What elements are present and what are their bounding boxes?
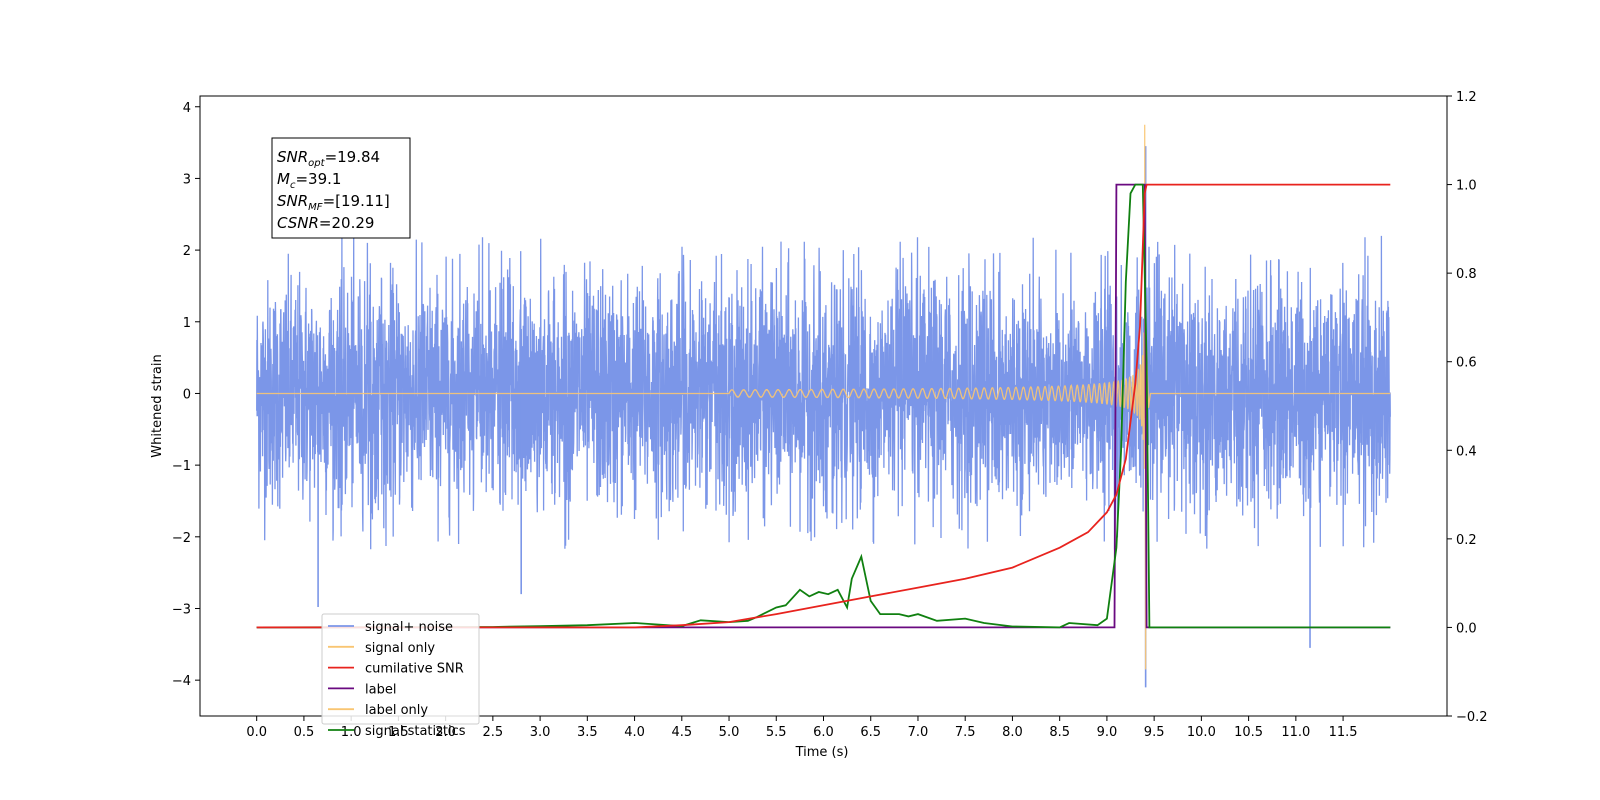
y-tick-label: −1 — [172, 459, 191, 474]
y-axis-left: 4 3 2 1 0 −1 −2 −3 −4 — [172, 101, 200, 689]
annotation-mc: =39.1 — [295, 170, 341, 188]
series-signal-only — [256, 124, 1391, 670]
y-tick-label: −2 — [172, 531, 191, 546]
x-tick-label: 11.0 — [1281, 725, 1310, 740]
y2-tick-label: 0.8 — [1456, 267, 1477, 282]
annotation-csnr: =20.29 — [319, 214, 375, 232]
legend-label: signal only — [365, 641, 435, 656]
svg-text:SNRMF=[19.11]: SNRMF=[19.11] — [277, 192, 390, 213]
x-tick-label: 11.5 — [1329, 725, 1358, 740]
x-tick-label: 10.5 — [1234, 725, 1263, 740]
x-tick-label: 6.0 — [813, 725, 834, 740]
y2-tick-label: 0.0 — [1456, 621, 1477, 636]
x-tick-label: 0.5 — [294, 725, 315, 740]
x-tick-label: 6.5 — [860, 725, 881, 740]
y-axis-right: 1.2 1.0 0.8 0.6 0.4 0.2 0.0 −0.2 — [1447, 90, 1488, 725]
x-tick-label: 1.5 — [388, 725, 409, 740]
x-tick-label: 2.0 — [435, 725, 456, 740]
y-tick-label: −3 — [172, 602, 191, 617]
y2-tick-label: 1.0 — [1456, 179, 1477, 194]
x-tick-label: 5.5 — [766, 725, 787, 740]
x-tick-label: 2.5 — [483, 725, 504, 740]
legend-label: cumilative SNR — [365, 662, 464, 677]
x-tick-label: 4.0 — [624, 725, 645, 740]
x-tick-label: 9.0 — [1097, 725, 1118, 740]
y-tick-label: 1 — [183, 316, 191, 331]
x-tick-label: 5.0 — [719, 725, 740, 740]
annotation-snr-opt: =19.84 — [325, 148, 381, 166]
y-axis-label: Whitened strain — [150, 354, 165, 457]
y-tick-label: 0 — [183, 387, 191, 402]
svg-text:Mc=39.1: Mc=39.1 — [277, 170, 341, 191]
x-tick-label: 7.0 — [908, 725, 929, 740]
x-tick-label: 8.0 — [1002, 725, 1023, 740]
y2-tick-label: 0.6 — [1456, 356, 1477, 371]
y2-tick-label: −0.2 — [1456, 710, 1488, 725]
x-tick-label: 7.5 — [955, 725, 976, 740]
y-tick-label: −4 — [172, 674, 191, 689]
y-tick-label: 2 — [183, 244, 191, 259]
y-tick-label: 3 — [183, 172, 191, 187]
x-tick-label: 1.0 — [341, 725, 362, 740]
series-signal-noise — [256, 235, 1391, 550]
x-tick-label: 3.0 — [530, 725, 551, 740]
legend-label: label only — [365, 703, 428, 718]
x-tick-label: 9.5 — [1144, 725, 1165, 740]
y2-tick-label: 0.4 — [1456, 444, 1477, 459]
y2-tick-label: 0.2 — [1456, 533, 1477, 548]
x-tick-label: 0.0 — [246, 725, 267, 740]
x-axis: 0.0 0.5 1.0 1.5 2.0 2.5 3.0 3.5 4.0 4.5 5.0 5.5 6.0 6… — [246, 716, 1358, 740]
svg-text:SNRopt=19.84: SNRopt=19.84 — [277, 148, 380, 169]
x-axis-label: Time (s) — [795, 745, 849, 760]
x-tick-label: 4.5 — [671, 725, 692, 740]
x-tick-label: 8.5 — [1049, 725, 1070, 740]
legend-label: signal+ noise — [365, 620, 453, 635]
annotation-box: SNRopt=19.84 Mc=39.1 SNRMF=[19.11] CSNR=… — [271, 137, 411, 239]
y2-tick-label: 1.2 — [1456, 90, 1477, 105]
y-tick-label: 4 — [183, 101, 191, 116]
legend-label: signal statistics — [365, 724, 466, 739]
annotation-snr-mf: =[19.11] — [323, 192, 390, 210]
svg-text:CSNR=20.29: CSNR=20.29 — [277, 214, 374, 232]
series-cumulative-snr — [256, 183, 1391, 629]
x-tick-label: 10.0 — [1187, 725, 1216, 740]
legend: signal+ noise signal only cumilative SNR la… — [321, 613, 480, 739]
x-tick-label: 3.5 — [577, 725, 598, 740]
series-layer — [256, 124, 1391, 688]
legend-label: label — [365, 682, 396, 697]
